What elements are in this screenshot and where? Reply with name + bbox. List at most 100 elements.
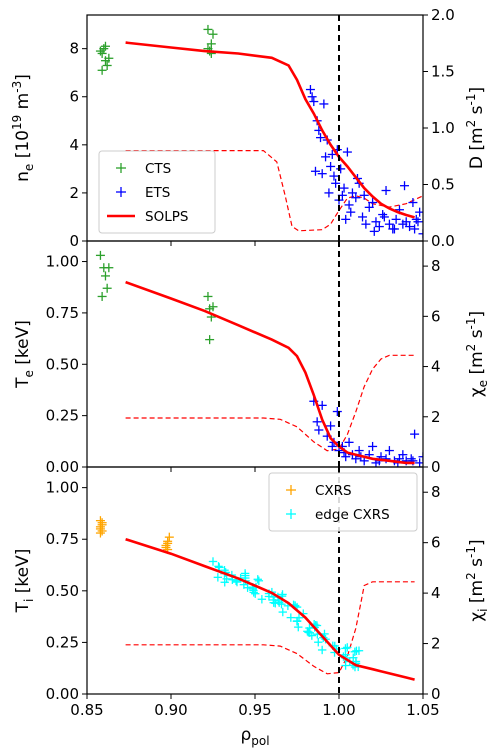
cts-point [205, 6, 214, 15]
edge-cxrs-point [341, 661, 350, 670]
ets-point [379, 212, 389, 222]
cts-point [203, 291, 213, 301]
y-tick-label: 1.00 [46, 253, 79, 271]
ets-point [364, 202, 374, 212]
edge-cxrs-point [294, 622, 303, 632]
edge-cxrs-point [220, 578, 229, 587]
legend-label: edge CXRS [315, 507, 390, 523]
ets-point [324, 188, 334, 198]
ets-point [354, 446, 364, 456]
ets-point [368, 198, 378, 208]
y2-axis-label: χe [m2 s-1] [464, 311, 490, 397]
panel-data-ion_temperature [95, 516, 415, 681]
ets-point [369, 226, 379, 236]
ets-point [389, 224, 399, 234]
y2-tick-label: 2.0 [431, 6, 455, 24]
y-tick-label: 2 [69, 184, 79, 202]
x-tick-label: 0.95 [238, 701, 271, 719]
ets-point [381, 186, 391, 196]
edge-cxrs-point [214, 562, 223, 571]
ets-point [408, 198, 418, 208]
edge-cxrs-point [213, 573, 223, 582]
cxrs-point [95, 522, 105, 532]
plot-area: 0 2 4 6 8 0.0 0.5 1.0 1.5 2.0 ne [1019 m-3] D [m2 s… [10, 6, 490, 748]
cts-point [95, 250, 105, 260]
edge-cxrs-point [240, 569, 250, 578]
y2-tick-label: 0 [431, 685, 441, 703]
cts-point [208, 302, 218, 312]
cts-point [97, 65, 107, 75]
legend-label: CTS [145, 161, 171, 177]
edge-cxrs-point [286, 613, 296, 622]
ets-point [347, 188, 357, 198]
ets-point [327, 441, 337, 451]
y2-tick-label: 0.0 [431, 232, 455, 250]
ets-point [410, 429, 420, 439]
ets-point [378, 210, 388, 220]
ets-point [405, 222, 415, 232]
edge-cxrs-point [343, 643, 352, 652]
edge-cxrs-point [349, 653, 358, 662]
ets-point [312, 417, 322, 427]
transport-coefficient-line-electron_temperature [125, 354, 415, 452]
y2-tick-label: 8 [431, 257, 441, 275]
panel-electron_temperature: 0.00 0.25 0.50 0.75 1.00 0 2 4 6 8 Te [keV] χe [m2 … [13, 240, 490, 476]
y-tick-label: 0.25 [46, 633, 79, 651]
transport-coefficient-line-ion_temperature [125, 581, 415, 675]
y-tick-label: 6 [69, 88, 79, 106]
y-tick-label: 0.00 [46, 458, 79, 476]
legend-swatch [116, 163, 126, 173]
ets-point [418, 229, 423, 239]
ets-point [336, 164, 346, 174]
y2-tick-label: 0 [431, 458, 441, 476]
legend-box [268, 472, 418, 532]
y-tick-label: 0.00 [46, 685, 79, 703]
cxrs-point [163, 538, 173, 548]
y-axis-label: Ti [keV] [13, 549, 36, 614]
y2-axis-label: D [m2 s-1] [464, 87, 487, 169]
ets-point [401, 217, 411, 227]
panel-ion_temperature: 0.00 0.25 0.50 0.75 1.00 0 2 4 6 8 0.85 0.90 0.95 1.0… [13, 466, 490, 719]
edge-cxrs-point [294, 613, 304, 622]
y-tick-label: 4 [69, 136, 79, 154]
y2-axis-label: χi [m2 s-1] [464, 539, 490, 621]
cts-point [104, 263, 114, 273]
y-tick-label: 0.25 [46, 407, 79, 425]
y-tick-label: 8 [69, 40, 79, 58]
ets-point [317, 400, 327, 410]
y2-tick-label: 8 [431, 483, 441, 501]
ets-point [305, 85, 315, 95]
cts-point [102, 283, 112, 293]
ets-point [413, 217, 423, 227]
ets-point [359, 190, 369, 200]
y2-tick-label: 1.0 [431, 119, 455, 137]
edge-cxrs-points [208, 557, 364, 672]
y2-tick-label: 6 [431, 534, 441, 552]
ets-point [344, 200, 354, 210]
y2-tick-label: 4 [431, 584, 441, 602]
cts-point [205, 335, 215, 345]
legend-label: CXRS [315, 483, 352, 499]
cts-point [97, 48, 107, 58]
x-tick-label: 1.05 [406, 701, 439, 719]
y2-tick-label: 1.5 [431, 63, 455, 81]
ets-point [384, 219, 394, 229]
y2-tick-label: 4 [431, 358, 441, 376]
ets-point [307, 92, 317, 102]
ets-point [410, 224, 420, 234]
legend-swatch [286, 485, 296, 495]
ets-point [317, 169, 327, 179]
solps-line-ion_temperature [125, 537, 415, 681]
ets-point [384, 446, 394, 456]
y-tick-label: 1.00 [46, 479, 79, 497]
legend-swatch [116, 187, 126, 197]
ets-point [358, 212, 368, 222]
ets-point [374, 222, 384, 232]
ets-point [327, 149, 337, 159]
solps-line-density [125, 41, 415, 219]
x-tick-label: 0.90 [154, 701, 187, 719]
edge-cxrs-point [253, 575, 262, 584]
ets-point [368, 441, 378, 451]
edge-cxrs-point [352, 646, 361, 656]
